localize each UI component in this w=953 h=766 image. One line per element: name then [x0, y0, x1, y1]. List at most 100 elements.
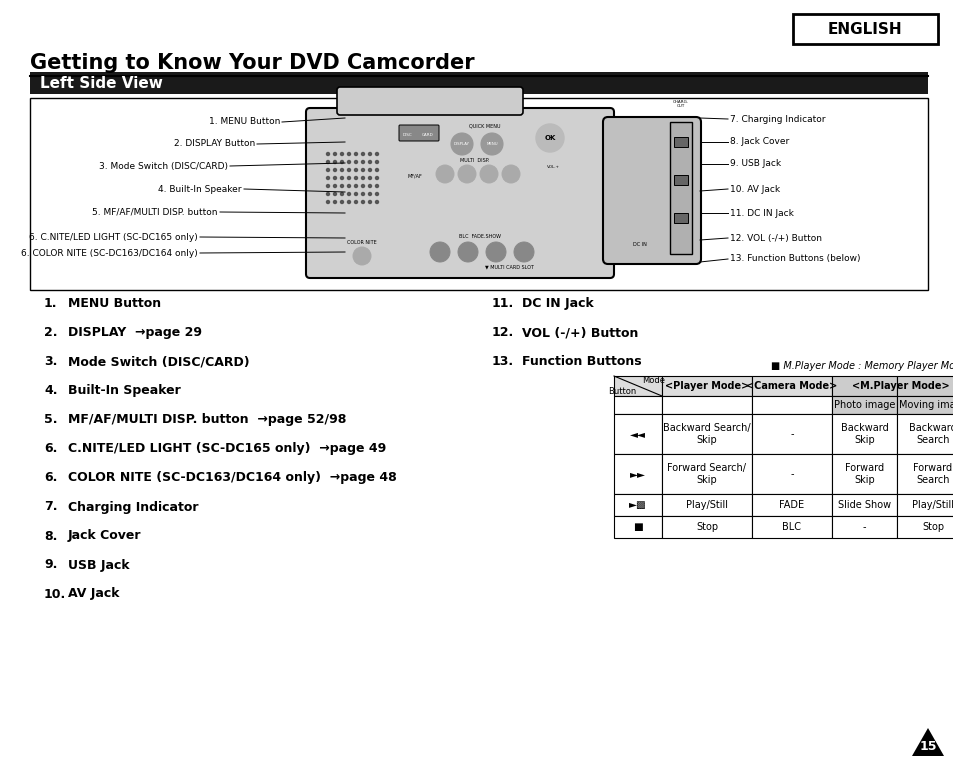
Circle shape [340, 161, 343, 163]
Circle shape [334, 152, 336, 155]
Circle shape [355, 176, 357, 179]
Bar [751, 454, 831, 494]
Text: Forward
Search: Forward Search [912, 463, 951, 485]
Text: MENU: MENU [486, 142, 497, 146]
Text: Play/Still: Play/Still [685, 500, 727, 510]
Circle shape [355, 152, 357, 155]
Text: 6.: 6. [44, 472, 57, 485]
Text: Moving image: Moving image [898, 400, 953, 410]
Circle shape [485, 242, 505, 262]
Bar [896, 376, 953, 396]
Text: 3.: 3. [44, 355, 57, 368]
Text: 2. DISPLAY Button: 2. DISPLAY Button [173, 139, 254, 149]
Text: ■: ■ [633, 522, 642, 532]
Circle shape [361, 161, 364, 163]
Bar [614, 516, 661, 538]
Text: 12. VOL (-/+) Button: 12. VOL (-/+) Button [729, 234, 821, 243]
Circle shape [368, 201, 371, 204]
Text: 1. MENU Button: 1. MENU Button [209, 117, 280, 126]
Bar [831, 494, 896, 516]
Bar [831, 396, 896, 414]
Text: <Player Mode>: <Player Mode> [664, 381, 748, 391]
Circle shape [334, 185, 336, 188]
Text: Stop: Stop [921, 522, 943, 532]
Text: ►▩: ►▩ [628, 500, 646, 510]
Bar [669, 122, 691, 254]
Text: 6. COLOR NITE (SC-DC163/DC164 only): 6. COLOR NITE (SC-DC163/DC164 only) [21, 248, 198, 257]
Text: -: - [862, 522, 865, 532]
Text: AV Jack: AV Jack [68, 588, 119, 601]
Text: 6. C.NITE/LED LIGHT (SC-DC165 only): 6. C.NITE/LED LIGHT (SC-DC165 only) [30, 233, 198, 241]
Bar [792, 14, 937, 44]
Circle shape [361, 192, 364, 195]
Circle shape [340, 201, 343, 204]
Bar [30, 98, 927, 290]
Circle shape [430, 242, 450, 262]
Bar [751, 376, 831, 396]
Bar [661, 516, 751, 538]
Circle shape [326, 152, 329, 155]
Circle shape [334, 192, 336, 195]
Text: 2.: 2. [44, 326, 57, 339]
Text: 9. USB Jack: 9. USB Jack [729, 159, 781, 169]
Text: CARD: CARD [421, 133, 434, 137]
Bar [614, 414, 661, 454]
Bar [831, 376, 896, 396]
Circle shape [375, 192, 378, 195]
Circle shape [353, 247, 371, 265]
Circle shape [347, 192, 350, 195]
FancyBboxPatch shape [336, 87, 522, 115]
Text: DC IN: DC IN [633, 241, 646, 247]
Text: Slide Show: Slide Show [837, 500, 890, 510]
Circle shape [361, 169, 364, 172]
Bar [831, 454, 896, 494]
Text: VOL.+: VOL.+ [546, 165, 558, 169]
Text: Stop: Stop [695, 522, 718, 532]
Text: 1.: 1. [44, 297, 57, 310]
Bar [896, 414, 953, 454]
Circle shape [501, 165, 519, 183]
Bar [30, 72, 927, 94]
Circle shape [326, 192, 329, 195]
Text: COLOR NITE: COLOR NITE [347, 240, 376, 244]
Text: -: - [789, 469, 793, 479]
Text: 9.: 9. [44, 558, 57, 571]
Bar [831, 414, 896, 454]
Text: Mode Switch (DISC/CARD): Mode Switch (DISC/CARD) [68, 355, 250, 368]
Text: ENGLISH: ENGLISH [827, 21, 902, 37]
Circle shape [355, 169, 357, 172]
Bar [896, 454, 953, 494]
Text: ◄◄: ◄◄ [629, 429, 645, 439]
Circle shape [334, 161, 336, 163]
Text: 11. DC IN Jack: 11. DC IN Jack [729, 208, 793, 218]
Circle shape [347, 152, 350, 155]
Text: -: - [789, 429, 793, 439]
Bar [614, 396, 661, 414]
Text: 4. Built-In Speaker: 4. Built-In Speaker [158, 185, 242, 194]
Text: Backward Search/
Skip: Backward Search/ Skip [662, 423, 750, 445]
Text: DC IN Jack: DC IN Jack [521, 297, 593, 310]
Circle shape [514, 242, 534, 262]
Circle shape [375, 201, 378, 204]
Bar [896, 494, 953, 516]
Text: 7. Charging Indicator: 7. Charging Indicator [729, 114, 824, 123]
Circle shape [361, 201, 364, 204]
Bar [896, 396, 953, 414]
Text: 12.: 12. [492, 326, 514, 339]
Circle shape [457, 242, 477, 262]
Bar [831, 516, 896, 538]
Text: 8.: 8. [44, 529, 57, 542]
Circle shape [326, 185, 329, 188]
Circle shape [355, 201, 357, 204]
Text: ■ M.Player Mode : Memory Player Mode: ■ M.Player Mode : Memory Player Mode [770, 361, 953, 371]
Text: Backward
Skip: Backward Skip [840, 423, 887, 445]
Bar [751, 516, 831, 538]
Text: CHARG.
CUT: CHARG. CUT [672, 100, 688, 108]
Text: 4.: 4. [44, 385, 57, 398]
Circle shape [355, 185, 357, 188]
Text: C.NITE/LED LIGHT (SC-DC165 only)  →page 49: C.NITE/LED LIGHT (SC-DC165 only) →page 4… [68, 443, 386, 456]
Bar [661, 414, 751, 454]
Circle shape [375, 169, 378, 172]
Circle shape [361, 176, 364, 179]
Text: MF/AF/MULTI DISP. button  →page 52/98: MF/AF/MULTI DISP. button →page 52/98 [68, 414, 346, 427]
